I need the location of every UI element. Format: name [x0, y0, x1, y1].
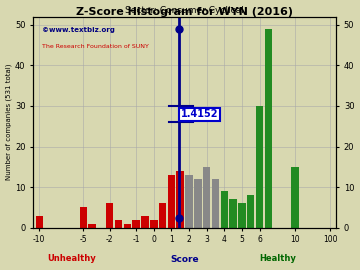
Bar [256, 106, 263, 228]
Bar [203, 167, 210, 228]
Text: Healthy: Healthy [259, 254, 296, 263]
Bar [168, 175, 175, 228]
Bar [221, 191, 228, 228]
Text: Sector: Consumer Cyclical: Sector: Consumer Cyclical [125, 5, 244, 15]
Bar [238, 203, 246, 228]
Bar [106, 203, 113, 228]
Bar [123, 224, 131, 228]
Bar [36, 215, 43, 228]
Text: Unhealthy: Unhealthy [47, 254, 95, 263]
Bar [150, 220, 158, 228]
Y-axis label: Number of companies (531 total): Number of companies (531 total) [5, 64, 12, 180]
Bar [176, 171, 184, 228]
Bar [229, 199, 237, 228]
Text: 1.4152: 1.4152 [181, 109, 218, 119]
Bar [194, 179, 202, 228]
Bar [115, 220, 122, 228]
Text: The Research Foundation of SUNY: The Research Foundation of SUNY [42, 44, 149, 49]
X-axis label: Score: Score [170, 255, 199, 264]
Bar [89, 224, 96, 228]
Bar [247, 195, 255, 228]
Bar [159, 203, 166, 228]
Bar [80, 207, 87, 228]
Bar [132, 220, 140, 228]
Bar [185, 175, 193, 228]
Bar [212, 179, 219, 228]
Bar [265, 29, 272, 228]
Bar [291, 167, 298, 228]
Text: ©www.textbiz.org: ©www.textbiz.org [42, 27, 115, 33]
Bar [141, 215, 149, 228]
Title: Z-Score Histogram for WYN (2016): Z-Score Histogram for WYN (2016) [76, 7, 293, 17]
